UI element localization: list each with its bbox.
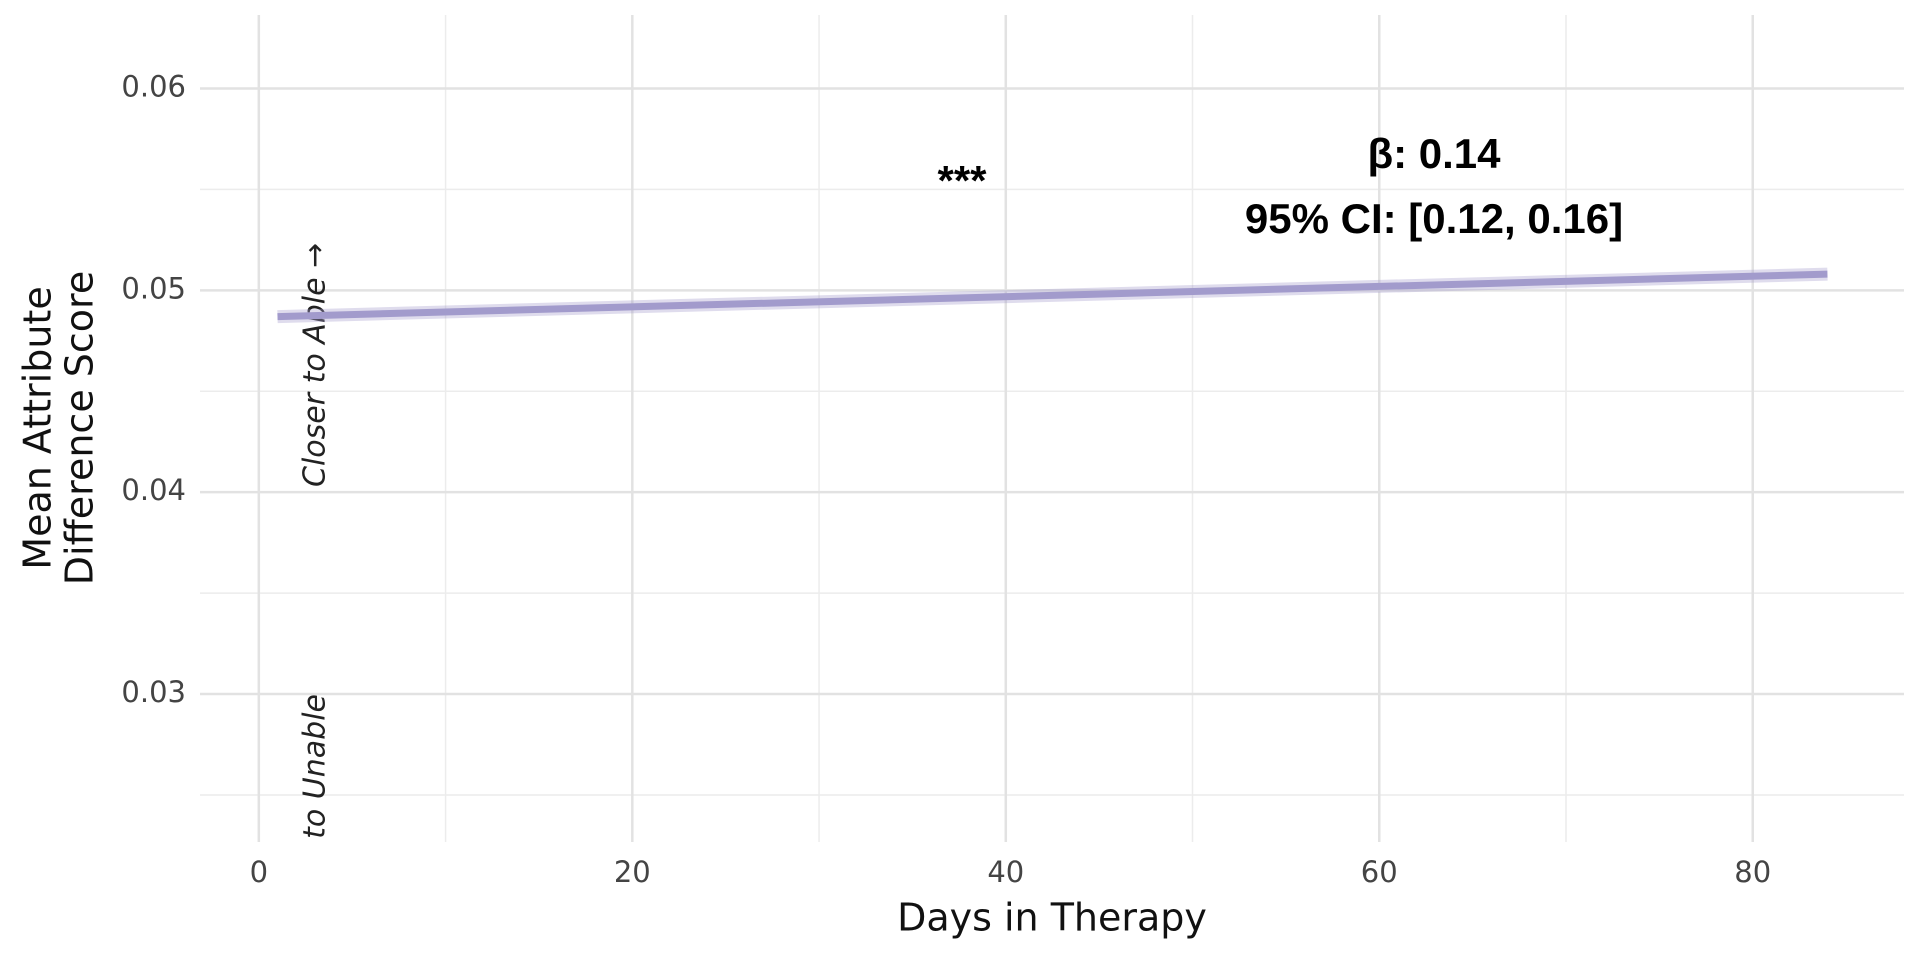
y-tick-label: 0.05 bbox=[121, 271, 186, 305]
y-axis-title: Mean Attribute bbox=[16, 286, 60, 569]
significance: *** bbox=[937, 157, 987, 204]
trend-line bbox=[277, 270, 1828, 321]
beta-annotation: β: 0.14 bbox=[1367, 130, 1501, 177]
x-tick-label: 0 bbox=[250, 855, 268, 889]
direction-label: Closer to Able → bbox=[298, 243, 333, 487]
ci-annotation: 95% CI: [0.12, 0.16] bbox=[1245, 195, 1623, 242]
x-tick-label: 80 bbox=[1734, 855, 1771, 889]
x-tick-label: 60 bbox=[1361, 855, 1398, 889]
y-tick-label: 0.04 bbox=[121, 473, 186, 507]
x-axis-title: Days in Therapy bbox=[897, 896, 1207, 940]
x-tick-label: 20 bbox=[614, 855, 651, 889]
y-tick-label: 0.06 bbox=[121, 69, 186, 103]
x-tick-label: 40 bbox=[987, 855, 1024, 889]
plot-area: Closer to Able → ← Closer to Unable bbox=[277, 243, 1828, 960]
grid bbox=[200, 15, 1904, 842]
direction-label: ← Closer to Unable bbox=[298, 694, 333, 960]
y-axis-title: Difference Score bbox=[58, 271, 102, 585]
labels: Days in Therapy Mean Attribute Differenc… bbox=[16, 69, 1772, 939]
y-tick-label: 0.03 bbox=[121, 675, 186, 709]
